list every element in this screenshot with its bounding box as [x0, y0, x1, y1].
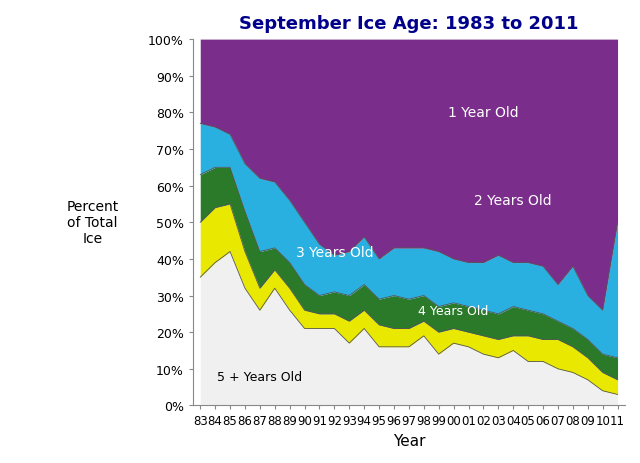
Text: 1 Year Old: 1 Year Old: [448, 106, 519, 120]
Text: 3 Years Old: 3 Years Old: [296, 245, 373, 259]
Y-axis label: Percent
of Total
Ice: Percent of Total Ice: [66, 200, 118, 246]
Text: 4 Years Old: 4 Years Old: [419, 304, 489, 317]
X-axis label: Year: Year: [393, 433, 425, 448]
Title: September Ice Age: 1983 to 2011: September Ice Age: 1983 to 2011: [239, 15, 579, 33]
Text: 5 + Years Old: 5 + Years Old: [218, 370, 303, 383]
Text: 2 Years Old: 2 Years Old: [474, 194, 552, 208]
